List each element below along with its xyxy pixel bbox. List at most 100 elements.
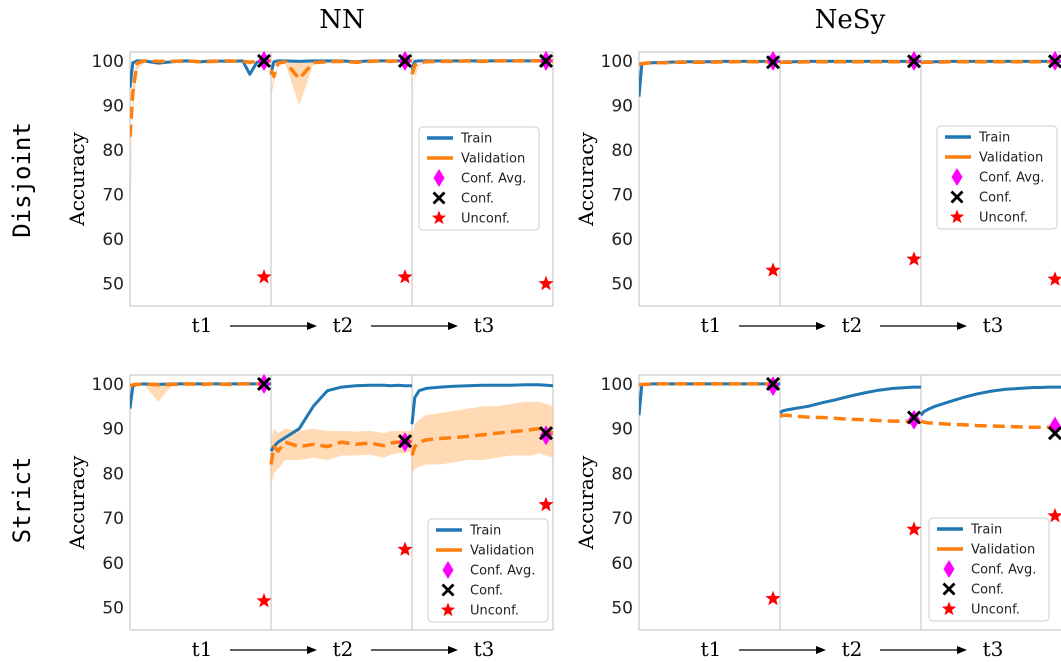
series-validation [269,59,412,81]
panel-disjoint-nn: 50 60 70 80 90 100 Accuracy t1 t2 t3 Train Validati… [65,50,554,337]
legend-label-unconf: Unconf. [470,604,519,619]
series-validation [130,382,271,388]
panel-disjoint-nesy: 50 60 70 80 90 100 Accuracy t1 t2 t3 Train Validati… [574,50,1061,337]
y-tick-label: 90 [102,96,124,116]
col-title-nn: NN [319,5,365,35]
marker-conf [397,53,413,68]
row-label-disjoint: Disjoint [8,122,36,238]
y-tick-label: 90 [611,96,633,116]
task-arrow-head [957,322,967,330]
validation-band [130,60,271,231]
task-label-t3: t3 [983,313,1004,337]
series-validation [779,60,921,65]
y-tick-label: 100 [601,52,633,72]
legend-label-validation: Validation [971,543,1035,558]
panel-strict-nesy: 50 60 70 80 90 100 Accuracy t1 t2 t3 Train Validati… [574,374,1061,661]
task-label-t1: t1 [192,637,213,661]
plot-area [130,59,553,231]
y-axis-label: Accuracy [65,455,89,550]
y-tick-label: 100 [92,375,124,395]
y-axis-label: Accuracy [574,131,598,226]
plot-frame [129,51,554,307]
row-label-strict: Strict [8,457,36,544]
marker-conf [256,376,272,392]
legend-swatch-conf [950,190,964,204]
legend-label-train: Train [970,523,1002,538]
marker-unconf [906,251,922,266]
task-label-t3: t3 [474,637,495,661]
series-validation [639,60,780,67]
plot-area [639,382,1061,430]
legend-swatch-conf_avg [442,561,454,579]
marker-unconf [256,592,272,608]
marker-conf [906,410,922,425]
y-tick-label: 90 [102,420,124,440]
y-tick-label: 70 [102,509,124,529]
marker-conf [397,434,413,449]
y-tick-label: 50 [611,275,633,295]
marker-conf [906,54,922,69]
legend: Train Validation Conf. Avg. Conf. Unconf. [418,126,540,231]
marker-unconf [765,262,781,277]
y-tick-label: 80 [102,141,124,161]
marker-conf [1047,54,1061,69]
plot-frame [638,51,1061,307]
y-axis-label: Accuracy [574,455,598,550]
series-train [919,385,1061,417]
task-label-t2: t2 [333,637,354,661]
task-arrow-head [448,322,458,330]
y-tick-label: 60 [102,230,124,250]
legend-label-train: Train [460,132,492,147]
legend-label-unconf: Unconf. [971,603,1020,618]
task-label-t1: t1 [192,313,213,337]
legend-swatch-conf [432,191,446,205]
y-tick-label: 70 [102,186,124,206]
legend-swatch-unconf [431,210,447,225]
marker-unconf [397,269,413,284]
legend-label-conf: Conf. [461,192,494,207]
series-validation [269,439,413,465]
series-validation [639,382,780,387]
legend-box [427,518,549,623]
legend-swatch-unconf [440,602,456,617]
marker-unconf [538,275,554,291]
legend-label-conf_avg: Conf. Avg. [470,564,535,579]
legend-label-conf_avg: Conf. Avg. [979,171,1044,186]
marker-unconf [1047,271,1061,286]
task-arrow-head [307,322,317,330]
marker-conf [256,53,272,68]
plot-area [639,59,1061,97]
y-tick-label: 100 [92,52,124,72]
task-arrow-head [448,646,458,654]
legend-box [936,125,1058,230]
series-validation [779,413,921,424]
marker-unconf [256,269,272,284]
legend-label-validation: Validation [461,152,525,167]
legend-swatch-unconf [949,209,965,224]
marker-conf [538,426,554,441]
legend-label-train: Train [469,524,501,539]
task-arrow-head [307,646,317,654]
marker-unconf [906,521,922,536]
y-tick-label: 70 [611,509,633,529]
y-axis-label: Accuracy [65,131,89,226]
legend-label-conf: Conf. [470,584,503,599]
marker-unconf [1047,507,1061,523]
legend-label-conf: Conf. [979,191,1012,206]
series-validation [130,59,271,137]
y-tick-label: 80 [102,464,124,484]
marker-unconf [397,541,413,556]
legend-swatch-conf [942,582,956,596]
plot-area [130,382,553,487]
col-title-nesy: NeSy [815,5,886,35]
series-train [779,385,921,415]
legend-swatch-conf [441,583,455,597]
y-tick-label: 50 [102,599,124,619]
y-tick-label: 80 [611,464,633,484]
legend-label-conf_avg: Conf. Avg. [461,172,526,187]
task-label-t1: t1 [701,637,722,661]
series-validation [410,426,553,457]
y-tick-label: 80 [611,141,633,161]
legend-label-unconf: Unconf. [461,212,510,227]
